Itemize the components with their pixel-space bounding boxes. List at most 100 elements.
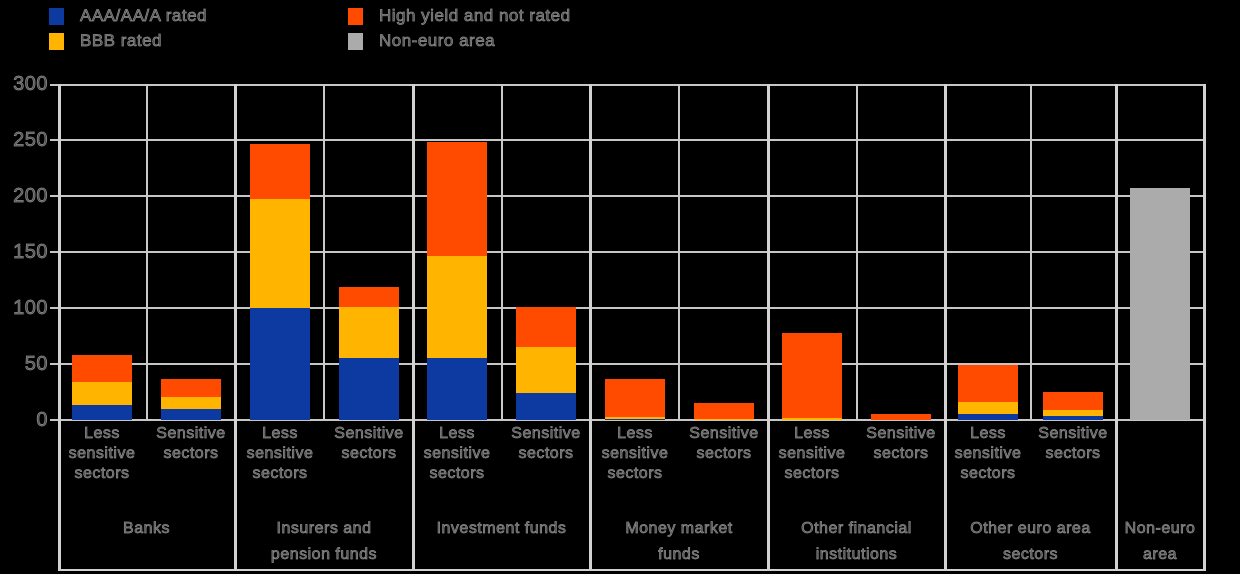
group-separator [234,84,237,571]
y-tick [50,84,58,86]
legend-item: High yield and not rated [348,6,571,26]
y-tick [50,139,58,141]
bar-segment-high_yield_and_not_rated [72,355,132,382]
group-label-text: Investment funds [436,520,567,538]
y-tick [50,419,58,421]
bar-segment-high_yield_and_not_rated [871,414,931,420]
legend-label: AAA/AA/A rated [80,6,208,26]
bar-less-sensitive-sectors [72,355,132,420]
group-label-text: Banks [123,520,170,538]
gridline-y-250 [58,139,1206,141]
legend-swatch-icon [348,7,363,25]
group-separator [1115,84,1118,571]
column-label: Less sensitive sectors [423,425,491,483]
gridline-y-300 [58,84,1206,86]
legend-item: Non-euro area [348,31,495,51]
y-axis-label: 250 [13,129,48,152]
bar-segment-bbb_rated [694,419,754,420]
gridline-y-0 [58,419,1206,421]
bar-segment-aaa_aa_a_rated [339,358,399,420]
bar-segment-high_yield_and_not_rated [161,379,221,397]
y-tick [50,251,58,253]
bar-segment-high_yield_and_not_rated [782,333,842,418]
group-label-insurers-and-pension-funds: Insurers and pension funds [235,516,413,568]
bar-segment-aaa_aa_a_rated [161,409,221,420]
bar-sensitive-sectors [516,307,576,420]
bar-sensitive-sectors [694,403,754,420]
bar-less-sensitive-sectors [427,142,487,420]
bar-segment-bbb_rated [605,417,665,419]
group-label-money-market-funds: Money market funds [590,516,768,568]
column-label: Sensitive sectors [689,425,759,463]
column-label: Sensitive sectors [334,425,404,463]
bar-segment-non_euro_area [1130,188,1190,420]
group-label-text: Insurers and pension funds [270,520,378,564]
group-label-non-euro-area: Non-euro area [1116,516,1204,568]
gridline-y-100 [58,307,1206,309]
gridline-y-200 [58,195,1206,197]
column-label: Less sensitive sectors [954,425,1022,483]
y-axis-label: 300 [13,73,48,96]
column-label: Less sensitive sectors [601,425,669,483]
bar-sensitive-sectors [161,379,221,420]
bar-less-sensitive-sectors [782,333,842,420]
bar-segment-aaa_aa_a_rated [958,414,1018,420]
column-label: Less sensitive sectors [68,425,136,483]
legend-label: BBB rated [80,31,162,51]
legend-label: High yield and not rated [379,6,571,26]
bar-segment-aaa_aa_a_rated [72,405,132,420]
column-separator [146,84,148,420]
bar-less-sensitive-sectors [958,365,1018,420]
bar-segment-bbb_rated [516,347,576,393]
gridline-y-150 [58,251,1206,253]
group-label-investment-funds: Investment funds [413,516,590,542]
group-label-banks: Banks [58,516,235,542]
bar-segment-high_yield_and_not_rated [958,365,1018,402]
gridline-y-50 [58,363,1206,365]
group-label-text: Other euro area sectors [970,520,1091,564]
group-label-text: Non-euro area [1124,520,1196,564]
group-separator [589,84,592,571]
bar-less-sensitive-sectors [605,379,665,420]
bar-segment-aaa_aa_a_rated [605,419,665,420]
group-separator [944,84,947,571]
bar-segment-bbb_rated [427,256,487,358]
y-axis-label: 100 [13,297,48,320]
group-separator [412,84,415,571]
plot-area: 0 50 100 150 200 250 300 Less sensitive sectors… [13,73,1206,571]
x-axis-bottom-frame [58,569,1206,571]
group-label-text: Money market funds [625,520,733,564]
bar-segment-aaa_aa_a_rated [427,358,487,420]
column-label: Sensitive sectors [511,425,581,463]
legend-item: BBB rated [49,31,162,51]
bar-segment-high_yield_and_not_rated [250,144,310,199]
bar-segment-high_yield_and_not_rated [1043,392,1103,410]
bar-segment-bbb_rated [1043,410,1103,416]
legend-label: Non-euro area [379,31,496,51]
column-separator [1030,84,1032,420]
bar-segment-high_yield_and_not_rated [427,142,487,256]
bar-segment-aaa_aa_a_rated [1043,416,1103,420]
y-tick [50,363,58,365]
column-label: Sensitive sectors [866,425,936,463]
y-tick [50,195,58,197]
y-axis-label: 150 [13,241,48,264]
legend-item: AAA/AA/A rated [49,6,207,26]
column-separator [678,84,680,420]
bar-less-sensitive-sectors [250,144,310,420]
bar-segment-high_yield_and_not_rated [516,307,576,347]
y-axis-label: 50 [24,353,48,376]
column-label: Sensitive sectors [156,425,226,463]
y-axis-label: 200 [13,185,48,208]
bar-segment-bbb_rated [250,199,310,308]
column-separator [501,84,503,420]
group-separator [767,84,770,571]
bar-sensitive-sectors [871,414,931,420]
plot-left-frame [58,84,61,571]
y-tick [50,307,58,309]
column-label: Sensitive sectors [1038,425,1108,463]
bar-segment-high_yield_and_not_rated [605,379,665,417]
legend-swatch-icon [49,32,64,50]
column-separator [323,84,325,420]
